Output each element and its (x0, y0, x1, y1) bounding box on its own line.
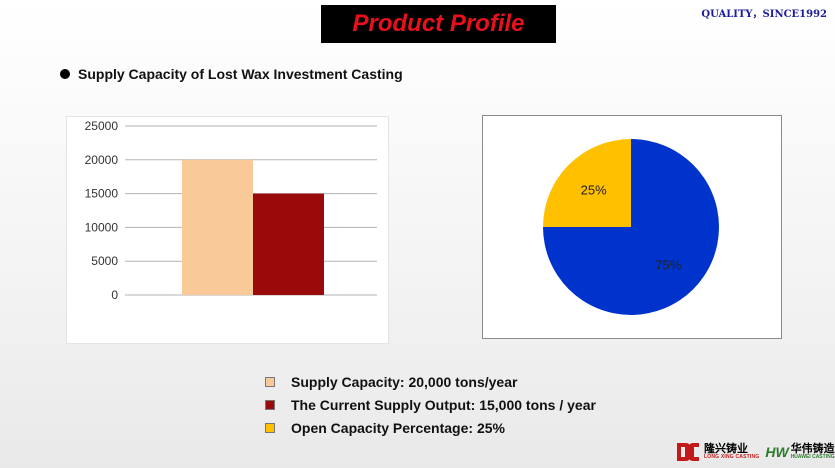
bullet-icon (60, 69, 70, 79)
title-banner: Product Profile (321, 5, 556, 43)
y-tick-label: 20000 (85, 153, 119, 167)
legend-swatch (265, 376, 275, 387)
bar-chart-panel: 0 5000 10000 15000 20000 25000 (67, 117, 388, 343)
legend-swatch (265, 422, 275, 433)
legend-item-open-capacity: Open Capacity Percentage: 25% (265, 416, 596, 439)
logo-group: 隆兴铸业 LONG XING CASTING HW 华伟铸造 HUAWEI CA… (675, 441, 835, 463)
longxing-mark-icon (675, 441, 701, 463)
section-heading-text: Supply Capacity of Lost Wax Investment C… (78, 66, 403, 82)
huawei-en-name: HUAWEI CASTING (790, 454, 835, 460)
y-tick-label: 10000 (85, 220, 119, 234)
pie-slice-label: 75% (655, 257, 681, 272)
legend: Supply Capacity: 20,000 tons/year The Cu… (265, 370, 596, 439)
y-tick-label: 5000 (91, 254, 118, 268)
legend-item-current-output: The Current Supply Output: 15,000 tons /… (265, 393, 596, 416)
bar (182, 159, 253, 295)
legend-label: The Current Supply Output: 15,000 tons /… (291, 396, 596, 413)
legend-item-supply-capacity: Supply Capacity: 20,000 tons/year (265, 370, 596, 393)
legend-label: Supply Capacity: 20,000 tons/year (291, 373, 518, 390)
pie-slice-label: 25% (581, 183, 607, 198)
y-tick-label: 15000 (85, 187, 119, 201)
legend-label: Open Capacity Percentage: 25% (291, 419, 505, 436)
section-heading: Supply Capacity of Lost Wax Investment C… (60, 66, 403, 82)
page-title: Product Profile (352, 10, 525, 37)
tagline: QUALITY，SINCE1992 (701, 9, 827, 20)
huawei-mark-icon: HW (765, 444, 789, 460)
y-tick-label: 25000 (85, 119, 119, 133)
longxing-logo: 隆兴铸业 LONG XING CASTING (675, 441, 759, 463)
longxing-cn-name: 隆兴铸业 (704, 443, 748, 455)
pie-slice (543, 139, 631, 227)
pie-chart: 75% 25% (543, 139, 719, 315)
bar-chart: 0 5000 10000 15000 20000 25000 (85, 119, 377, 302)
huawei-logo: HW 华伟铸造 HUAWEI CASTING (765, 443, 835, 461)
huawei-cn-name: 华伟铸造 (790, 443, 835, 455)
bar (253, 193, 324, 295)
longxing-en-name: LONG XING CASTING (704, 454, 760, 460)
pie-chart-panel: 75% 25% (482, 115, 782, 339)
y-tick-label: 0 (111, 288, 118, 302)
legend-swatch (265, 399, 275, 410)
